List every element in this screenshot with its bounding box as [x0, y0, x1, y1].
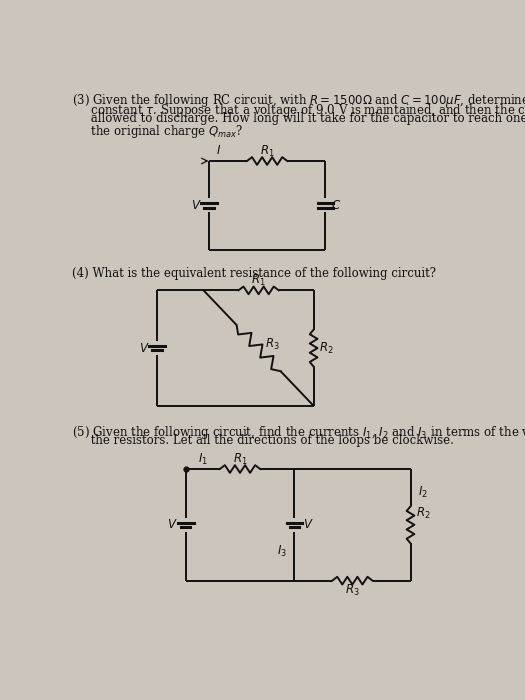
Text: $C$: $C$: [331, 199, 341, 212]
Text: $I_3$: $I_3$: [277, 544, 287, 559]
Text: $V$: $V$: [167, 518, 178, 531]
Text: $V$: $V$: [191, 199, 202, 212]
Text: $R_1$: $R_1$: [260, 144, 275, 158]
Text: $I_1$: $I_1$: [198, 452, 208, 466]
Text: $R_3$: $R_3$: [265, 337, 280, 352]
Text: the original charge $Q_{max}$?: the original charge $Q_{max}$?: [72, 122, 244, 139]
Text: (5) Given the following circuit, find the currents $I_1$, $I_2$ and $I_3$ in ter: (5) Given the following circuit, find th…: [72, 424, 525, 441]
Text: $R_2$: $R_2$: [416, 505, 430, 521]
Text: $V$: $V$: [303, 518, 313, 531]
Text: $V$: $V$: [139, 342, 150, 355]
Text: (4) What is the equivalent resistance of the following circuit?: (4) What is the equivalent resistance of…: [72, 267, 436, 280]
Text: $I$: $I$: [216, 144, 221, 158]
Text: the resistors. Let all the directions of the loops be clockwise.: the resistors. Let all the directions of…: [72, 434, 454, 447]
Text: $R_3$: $R_3$: [345, 583, 360, 598]
Text: $R_1$: $R_1$: [233, 452, 247, 466]
Text: $R_1$: $R_1$: [251, 273, 266, 288]
Text: allowed to discharge. How long will it take for the capacitor to reach one eight: allowed to discharge. How long will it t…: [72, 113, 525, 125]
Text: (3) Given the following RC circuit, with $R = 1500\Omega$ and $C = 100\mu F$, de: (3) Given the following RC circuit, with…: [72, 92, 525, 109]
Text: $I_2$: $I_2$: [418, 484, 428, 500]
Text: $R_2$: $R_2$: [319, 341, 333, 356]
Text: constant $\tau$. Suppose that a voltage of 9.0 V is maintained, and then the cir: constant $\tau$. Suppose that a voltage …: [72, 102, 525, 120]
